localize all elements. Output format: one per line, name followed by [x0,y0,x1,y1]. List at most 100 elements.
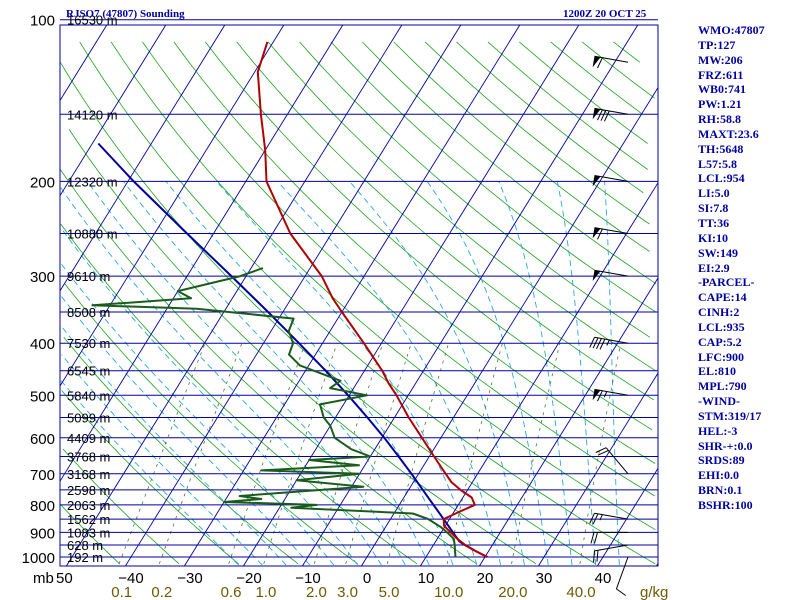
mixing-ratio-line [158,343,243,565]
wind-barb-500 [592,388,629,402]
wind-barb-full [593,550,595,563]
height-label-900: 1083 m [67,525,110,540]
temp-tick-30: 30 [536,570,553,587]
dry-adiabat [59,169,477,565]
index-item: SRDS:89 [698,453,745,468]
height-label-650: 3768 m [67,450,110,465]
index-item: SW:149 [698,245,739,260]
moist-adiabat [216,181,478,566]
dry-adiabat [61,390,239,565]
isobars [60,19,658,558]
dry-adiabat [204,41,653,431]
temp-tick-20: 20 [477,570,494,587]
isotherm [59,24,344,482]
pressure-label-400: 400 [30,336,55,353]
height-label-250: 10880 m [67,227,118,242]
index-item: -PARCEL- [698,275,755,290]
index-item: L57:5.8 [698,156,737,171]
wind-barb-staff [594,512,629,520]
wind-barb-staff [594,55,629,63]
temperature-axis-labels: mb 50 −40 −30 −20 −10 0 10 20 30 40 [33,570,611,587]
moist-adiabat [165,181,454,566]
dewpoint-trace [91,267,457,558]
temp-tick-10: 10 [418,570,435,587]
mixing-ratio-label: 40.0 [566,584,595,600]
temp-tick--20: −20 [236,570,261,587]
mixing-ratio-line [345,343,412,565]
mixing-ratio-line [228,343,306,565]
isotherms [59,24,659,567]
isotherm [420,182,659,567]
index-item: WB0:741 [698,82,746,97]
parcel-trace [97,142,488,558]
wind-barb-staff [594,175,629,182]
height-label-850: 1562 m [67,512,110,527]
wind-barb-250 [592,227,629,240]
pressure-label-1000: 1000 [22,550,55,567]
wind-barb-850 [589,512,629,525]
valid-time: 1200Z 20 OCT 25 [563,8,647,20]
wind-barb-1000 [615,556,629,596]
wind-barb-full [599,338,606,350]
pressure-label-600: 600 [30,431,55,448]
pressure-labels: 100 200 300 400 500 600 700 800 900 1000 [22,13,55,567]
height-label-100: 16530 m [67,13,118,28]
wind-barb-full [597,57,603,69]
height-label-550: 5099 m [67,411,110,426]
parcel-line [97,142,488,558]
temp-tick--50: 50 [56,570,73,587]
height-label-350: 8508 m [67,305,110,320]
isotherm [597,468,659,567]
dry-adiabat [267,41,656,372]
index-item: EI:2.9 [698,260,730,275]
dry-adiabat [362,41,657,285]
temperature-line [256,41,488,558]
height-label-450: 6545 m [67,364,110,379]
isotherm [59,24,108,101]
wind-barb-full [589,512,595,524]
dry-adiabat [62,448,180,565]
plot-frame [59,24,659,567]
mixing-ratio-label: 20.0 [498,584,527,600]
index-item: KI:10 [698,230,728,245]
wind-barb-staff [594,227,629,234]
height-label-200: 12320 m [67,174,118,189]
isotherm [184,24,521,567]
pressure-label-800: 800 [30,498,55,515]
wind-barb-full [596,338,602,350]
wind-barb-pennant [592,175,601,187]
wind-barb-full [597,228,603,240]
mixing-ratio-label: 0.1 [111,584,132,600]
isotherm [59,24,167,196]
index-item: TP:127 [698,37,736,52]
wind-barb-full [590,532,595,544]
moist-adiabat [604,181,620,566]
dry-adiabat [173,41,656,464]
mixing-ratio-label: 3.0 [337,584,358,600]
dry-adiabat [79,41,656,565]
dry-adiabat [581,41,655,99]
wind-barb-pennant [592,389,601,401]
station-title: RJSO7 (47807) Sounding [66,8,185,20]
height-label-800: 2063 m [67,498,110,513]
height-label-150: 14120 m [67,107,118,122]
isotherm [59,24,285,387]
dry-adiabat [456,41,644,194]
dry-adiabat [613,41,640,63]
mixing-ratio-line [579,343,622,564]
indices-panel: WMO:47807 TP:127 MW:206 FRZ:611 WB0:741 PW:1.… [698,23,800,513]
height-label-500: 5840 m [67,388,110,403]
pressure-label-100: 100 [30,13,55,30]
moist-adiabat [61,354,263,566]
pressure-label-300: 300 [30,269,55,286]
height-label-1000: 192 m [67,550,103,565]
isotherm [59,24,226,292]
pressure-label-200: 200 [30,174,55,191]
index-item: LFC:900 [698,349,744,364]
isotherm [302,24,639,567]
isotherm [66,24,403,567]
index-item: HEL:-3 [698,423,738,438]
index-item: CAP:5.2 [698,334,742,349]
wind-barb-pennant [592,227,601,239]
temp-tick--30: −30 [177,570,202,587]
